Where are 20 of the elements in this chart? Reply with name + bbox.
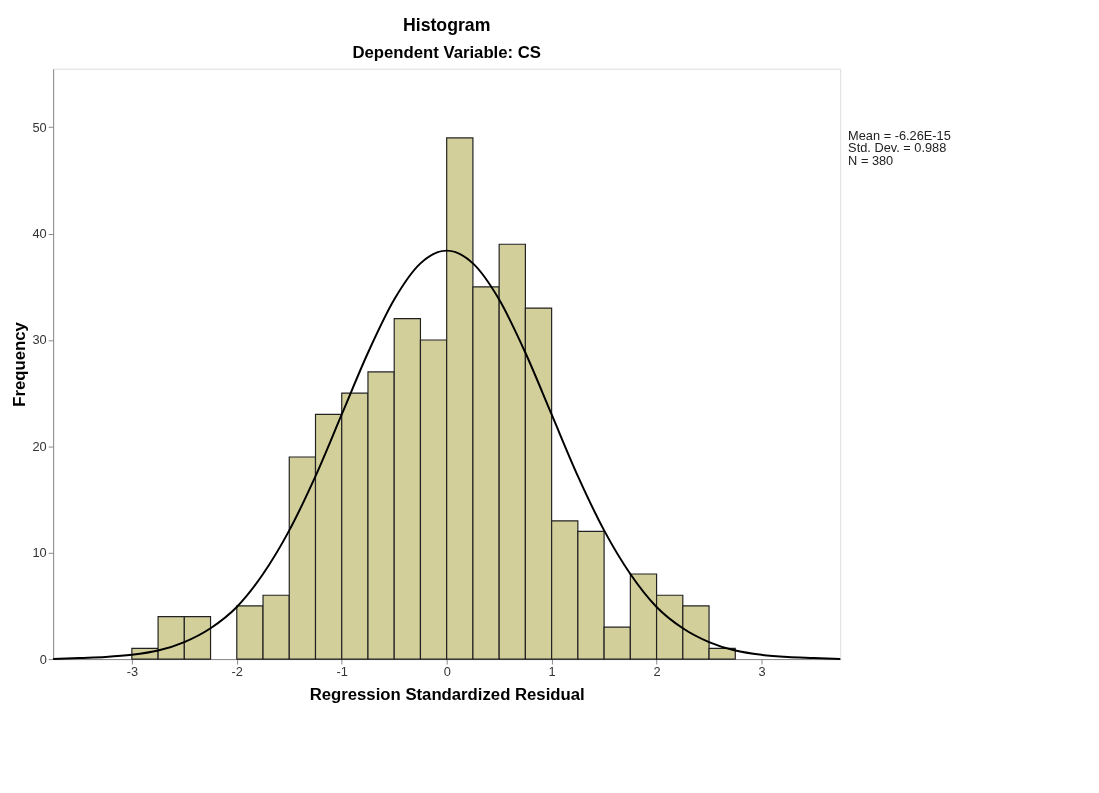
y-tick-label: 0 [39,651,47,667]
y-tick-label: 20 [32,438,47,454]
text: N = 380 [848,153,894,169]
y-tick-label: 50 [32,119,47,135]
x-axis-title: Regression Standardized Residual [309,684,585,704]
x-tick-label: -3 [126,664,139,680]
x-tick-label: 1 [548,664,556,680]
y-tick-label: 40 [32,226,47,242]
text: Mean = -6.26E-15 [848,127,951,143]
x-tick-label: 2 [653,664,661,680]
x-tick-label: -1 [336,664,348,680]
x-tick-label: 3 [758,664,766,680]
chart-subtitle: Dependent Variable: CS [352,42,541,62]
y-axis-title: Frequency [9,321,29,407]
y-tick-label: 10 [32,545,47,561]
y-tick-label: 30 [32,332,47,348]
x-tick-label: -2 [231,664,243,680]
chart-title: Histogram [402,15,491,36]
x-tick-label: 0 [443,664,451,680]
text: Std. Dev. = 0.988 [848,140,947,156]
